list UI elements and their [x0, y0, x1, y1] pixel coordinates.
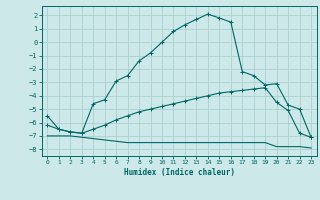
- X-axis label: Humidex (Indice chaleur): Humidex (Indice chaleur): [124, 168, 235, 177]
